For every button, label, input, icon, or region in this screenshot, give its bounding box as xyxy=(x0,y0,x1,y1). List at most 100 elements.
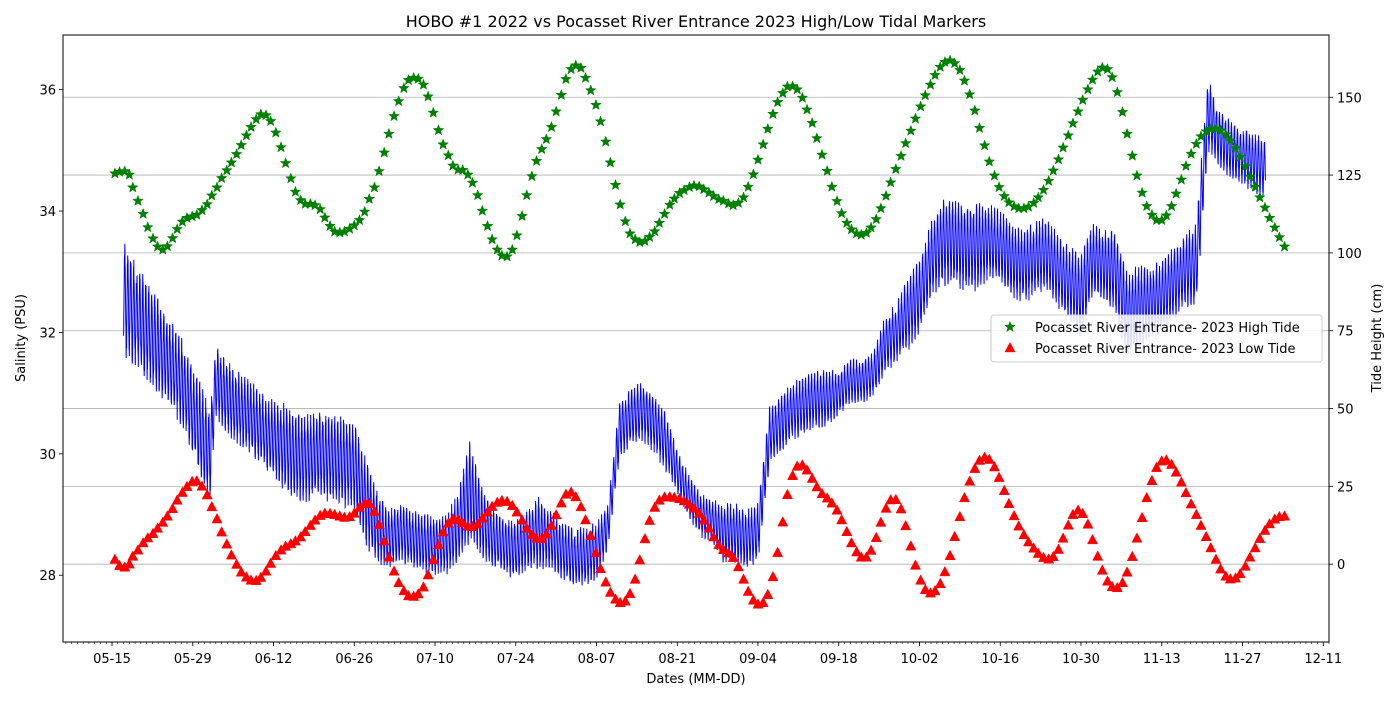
high-tide-point xyxy=(806,116,819,129)
high-tide-point xyxy=(196,204,208,216)
high-tide-point xyxy=(555,88,568,101)
high-tide-point xyxy=(1268,221,1281,233)
low-tide-point xyxy=(1032,547,1044,558)
low-tide-point xyxy=(1062,519,1074,530)
low-tide-point xyxy=(717,543,729,555)
low-tide-point xyxy=(1102,575,1113,586)
high-tide-point xyxy=(353,213,366,226)
high-tide-point xyxy=(481,219,494,232)
y-left-tick-label: 28 xyxy=(39,569,56,584)
low-tide-point xyxy=(703,522,715,533)
low-tide-point xyxy=(260,565,272,576)
low-tide-point xyxy=(841,525,853,537)
low-tide-point xyxy=(157,516,169,527)
high-tide-point xyxy=(412,72,425,84)
low-tide-point xyxy=(575,500,587,512)
low-tide-point xyxy=(501,495,513,506)
y-axis-right-label: Tide Height (cm) xyxy=(1370,284,1385,394)
legend-triangle xyxy=(1004,341,1016,353)
high-tide-point xyxy=(860,226,873,238)
high-tide-point xyxy=(796,91,809,103)
low-tide-point xyxy=(1185,498,1197,509)
high-tide-point xyxy=(874,202,887,214)
low-tide-point xyxy=(196,480,208,491)
high-tide-point xyxy=(215,171,228,184)
high-tide-point xyxy=(240,129,253,141)
low-tide-point xyxy=(373,518,385,529)
high-tide-point xyxy=(786,80,799,92)
low-tide-point xyxy=(1146,474,1158,485)
high-tide-point xyxy=(1062,129,1075,141)
high-tide-point xyxy=(831,195,843,207)
low-tide-point xyxy=(989,461,1000,472)
high-tide-point xyxy=(141,221,154,233)
y-left-tick-label: 30 xyxy=(39,448,56,463)
low-tide-point xyxy=(206,500,218,512)
high-tide-point xyxy=(973,121,986,134)
high-tide-point xyxy=(1224,134,1237,146)
low-tide-point xyxy=(964,475,976,486)
low-tide-point xyxy=(580,513,592,525)
low-tide-point xyxy=(723,546,735,558)
low-tide-point xyxy=(954,510,966,522)
low-tide-point xyxy=(713,538,725,550)
low-tide-point xyxy=(546,519,557,530)
low-tide-point xyxy=(781,488,793,499)
low-tide-point xyxy=(1096,564,1108,575)
x-tick-label: 07-10 xyxy=(416,652,454,667)
high-tide-point xyxy=(1126,149,1139,161)
high-tide-point xyxy=(235,138,248,151)
low-tide-point xyxy=(727,551,739,562)
high-tide-point xyxy=(742,180,755,192)
low-tide-point xyxy=(895,503,907,514)
high-tide-point xyxy=(944,54,956,66)
legend-high-tide-marker xyxy=(1004,320,1016,333)
low-tide-point xyxy=(688,502,700,513)
low-tide-point xyxy=(865,544,877,555)
low-tide-point xyxy=(1234,567,1246,579)
low-tide-point xyxy=(412,588,424,599)
high-tide-point xyxy=(590,98,602,111)
high-tide-point xyxy=(767,107,779,120)
low-tide-point xyxy=(555,497,567,508)
low-tide-point xyxy=(176,486,188,497)
low-tide-point xyxy=(1190,508,1202,519)
high-tide-point xyxy=(594,115,607,127)
low-tide-point xyxy=(821,492,833,503)
high-tide-point xyxy=(378,146,391,158)
high-tide-point xyxy=(958,74,971,86)
high-tide-point xyxy=(1111,86,1124,98)
high-tide-point xyxy=(1131,169,1143,181)
low-tide-point xyxy=(772,546,784,557)
low-tide-markers xyxy=(109,451,1291,609)
y-right-tick-label: 150 xyxy=(1337,91,1362,106)
high-tide-point xyxy=(993,181,1005,193)
high-tide-point xyxy=(1037,183,1050,196)
high-tide-point xyxy=(1185,147,1198,159)
low-tide-point xyxy=(1160,454,1172,465)
high-tide-point xyxy=(530,154,543,167)
low-tide-point xyxy=(860,551,872,562)
low-tide-point xyxy=(905,540,917,551)
low-tide-point xyxy=(732,560,744,572)
high-tide-point xyxy=(801,103,813,115)
low-tide-point xyxy=(1180,486,1192,498)
legend-box xyxy=(990,314,1323,363)
high-tide-point xyxy=(1244,170,1256,182)
low-tide-point xyxy=(1175,476,1187,487)
low-tide-point xyxy=(472,517,484,529)
high-tide-point xyxy=(324,219,336,232)
y-right-tick-label: 0 xyxy=(1337,558,1345,573)
low-tide-point xyxy=(393,576,405,588)
x-tick-label: 10-30 xyxy=(1062,652,1100,667)
low-tide-point xyxy=(1131,532,1143,543)
low-tide-point xyxy=(1151,461,1163,472)
high-tide-point xyxy=(1096,61,1109,73)
low-tide-point xyxy=(767,570,779,582)
high-tide-point xyxy=(1180,159,1192,172)
low-tide-point xyxy=(604,586,616,597)
high-tide-point xyxy=(761,122,774,135)
y-right-tick-label: 75 xyxy=(1337,325,1354,340)
high-tide-point xyxy=(840,216,853,229)
low-tide-point xyxy=(191,475,203,486)
